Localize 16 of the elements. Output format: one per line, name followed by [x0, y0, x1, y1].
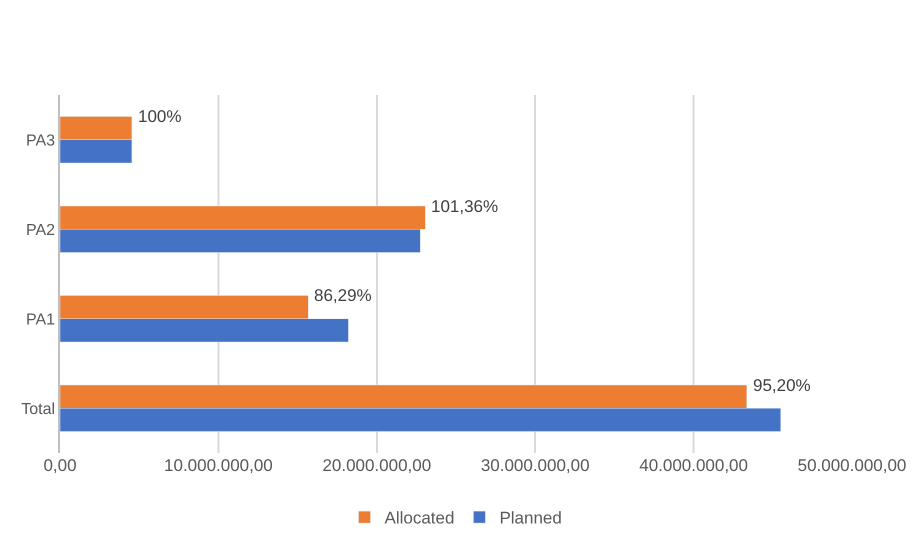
- y-tick-label: PA2: [26, 222, 56, 239]
- x-tick-label: 50.000.000,00: [798, 456, 906, 475]
- x-tick-label: 30.000.000,00: [480, 456, 590, 475]
- x-tick-label: 10.000.000,00: [164, 456, 273, 475]
- annotation: 100%: [138, 107, 182, 126]
- annotation: 95,20%: [753, 376, 811, 395]
- legend-label: Allocated: [384, 508, 454, 528]
- x-tick-label: 40.000.000,00: [639, 456, 748, 475]
- y-tick-label: PA3: [26, 132, 56, 150]
- x-tick-label: 20.000.000,00: [322, 456, 432, 475]
- y-tick-label: PA1: [26, 311, 56, 328]
- x-tick-label: 0,00: [43, 456, 77, 475]
- legend-label: Planned: [499, 508, 562, 528]
- annotation: 86,29%: [314, 286, 372, 305]
- y-tick-label: Total: [21, 400, 56, 418]
- annotation: 101,36%: [431, 197, 498, 216]
